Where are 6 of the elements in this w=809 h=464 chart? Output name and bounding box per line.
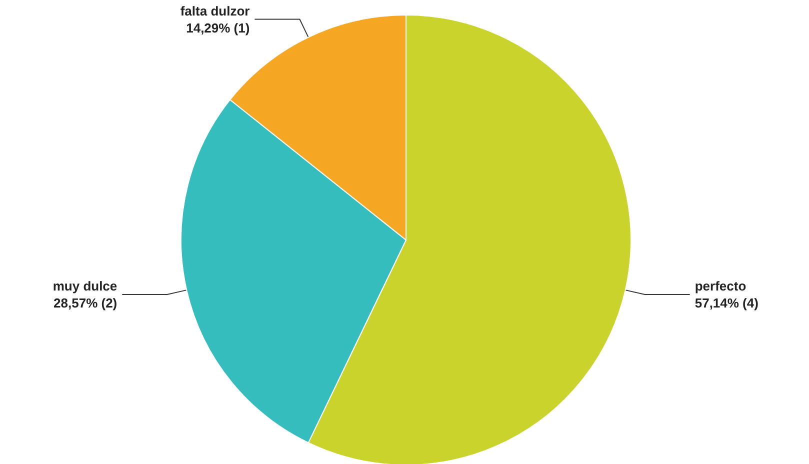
slice-label: falta dulzor [180, 3, 250, 18]
data-label: 57,14% (4) [694, 296, 758, 311]
slice-label: muy dulce [52, 278, 118, 294]
data-label: 14,29% (1) [186, 20, 250, 36]
data-label: 28,57% (2) [54, 296, 118, 311]
slice-label: perfecto [694, 278, 746, 294]
